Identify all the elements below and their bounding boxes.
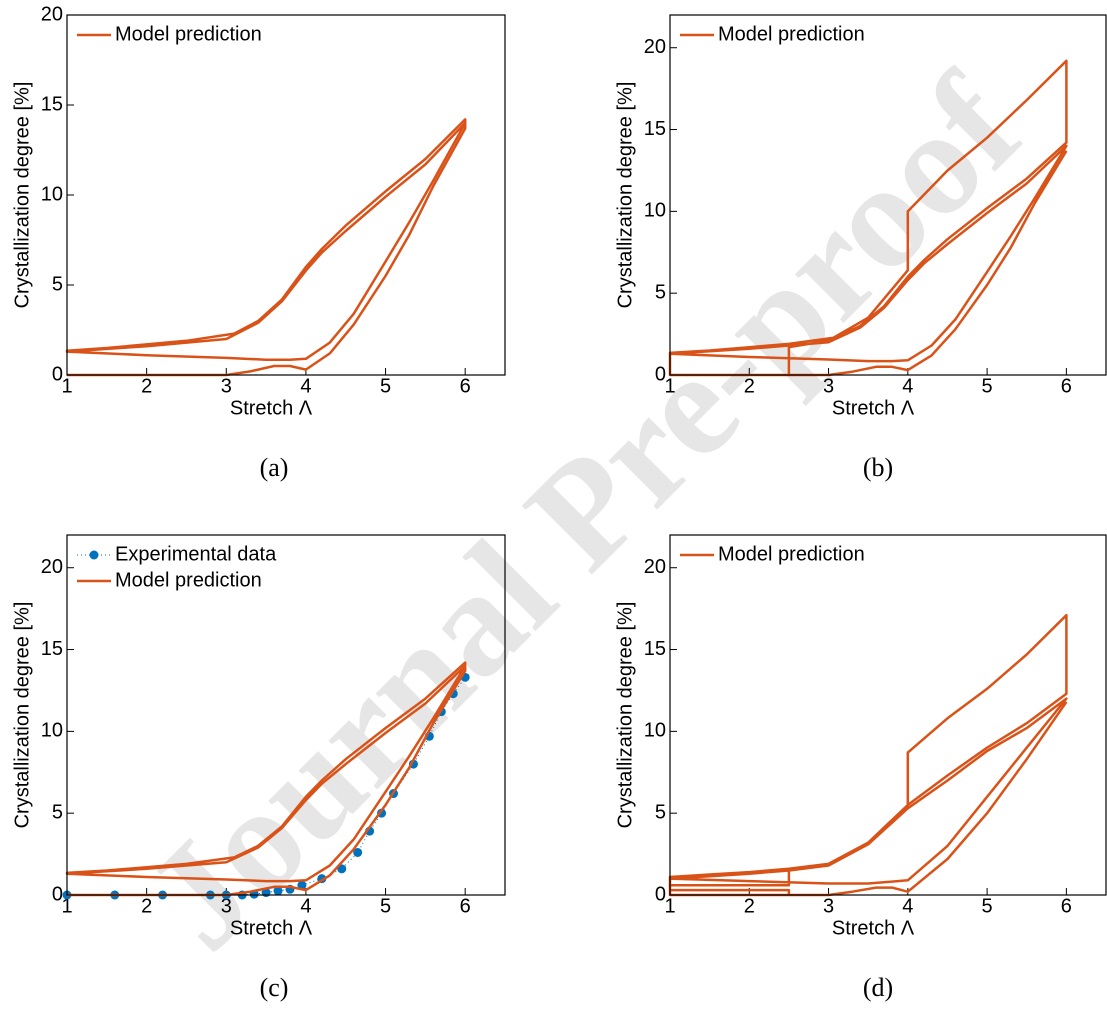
x-tick-label: 1	[664, 375, 675, 397]
y-tick-label: 20	[644, 556, 666, 578]
x-tick-label: 5	[982, 375, 993, 397]
x-tick-label: 3	[823, 375, 834, 397]
data-point	[297, 880, 307, 890]
y-tick-label: 5	[655, 801, 666, 823]
y-tick-label: 0	[52, 883, 63, 905]
x-tick-label: 2	[141, 895, 152, 917]
y-tick-label: 5	[52, 801, 63, 823]
legend-label: Model prediction	[718, 23, 865, 45]
y-tick-label: 10	[41, 720, 63, 742]
x-tick-label: 6	[1061, 375, 1072, 397]
y-tick-label: 5	[52, 273, 63, 295]
series-line	[65, 661, 467, 897]
x-axis-label: Stretch Λ	[230, 397, 313, 419]
y-axis-label: Crystallization degree [%]	[614, 82, 636, 309]
y-tick-label: 15	[41, 638, 63, 660]
caption: (c)	[260, 973, 289, 1002]
x-tick-label: 5	[380, 375, 391, 397]
y-tick-label: 10	[644, 720, 666, 742]
y-tick-label: 20	[41, 556, 63, 578]
y-tick-label: 10	[644, 200, 666, 222]
x-tick-label: 4	[300, 895, 311, 917]
y-tick-label: 10	[41, 183, 63, 205]
x-tick-label: 1	[61, 375, 72, 397]
axes-box	[66, 14, 506, 376]
x-axis-label: Stretch Λ	[832, 917, 915, 939]
x-tick-label: 6	[460, 375, 471, 397]
x-tick-label: 5	[982, 895, 993, 917]
series-line	[65, 118, 467, 377]
x-axis-label: Stretch Λ	[832, 397, 915, 419]
watermark: Journal Pre-proof	[115, 44, 1052, 981]
legend-label: Model prediction	[718, 543, 865, 565]
panel: 1 2 3 4 5 6 0 5 10 15 20 Model prediction Stretch Λ C…	[614, 14, 1107, 482]
caption: (b)	[863, 453, 893, 482]
y-tick-label: 0	[655, 883, 666, 905]
panel: 1 2 3 4 5 6 0 5 10 15 20 Model prediction Stretch Λ C…	[11, 3, 506, 482]
x-tick-label: 4	[902, 895, 913, 917]
x-tick-label: 5	[380, 895, 391, 917]
y-axis-label: Crystallization degree [%]	[11, 602, 33, 829]
y-tick-label: 5	[655, 281, 666, 303]
y-tick-label: 20	[41, 3, 63, 25]
x-axis-label: Stretch Λ	[230, 917, 313, 939]
legend-label: Model prediction	[115, 23, 262, 45]
x-tick-label: 1	[61, 895, 72, 917]
x-tick-label: 4	[902, 375, 913, 397]
x-tick-label: 3	[221, 375, 232, 397]
y-tick-label: 20	[644, 36, 666, 58]
legend-label: Experimental data	[115, 543, 277, 565]
data-point	[353, 847, 363, 857]
x-tick-label: 2	[744, 895, 755, 917]
y-tick-label: 15	[644, 638, 666, 660]
series-line	[668, 613, 1068, 897]
y-tick-label: 0	[52, 363, 63, 385]
y-tick-label: 0	[655, 363, 666, 385]
caption: (a)	[260, 453, 289, 482]
axes-box	[669, 14, 1107, 376]
panel: 1 2 3 4 5 6 0 5 10 15 20 Experimental data Model pre…	[11, 534, 506, 1002]
x-tick-label: 3	[221, 895, 232, 917]
legend-label: Model prediction	[115, 569, 262, 591]
caption: (d)	[863, 973, 893, 1002]
x-tick-label: 2	[141, 375, 152, 397]
x-tick-label: 1	[664, 895, 675, 917]
axes-box	[669, 534, 1107, 896]
y-axis-label: Crystallization degree [%]	[11, 82, 33, 309]
y-tick-label: 15	[41, 93, 63, 115]
x-tick-label: 4	[300, 375, 311, 397]
x-tick-label: 2	[744, 375, 755, 397]
panel: 1 2 3 4 5 6 0 5 10 15 20 Model prediction Stretch Λ C…	[614, 534, 1107, 1002]
data-point	[273, 886, 283, 896]
x-tick-label: 3	[823, 895, 834, 917]
axes-box	[66, 534, 506, 896]
x-tick-label: 6	[460, 895, 471, 917]
y-axis-label: Crystallization degree [%]	[614, 602, 636, 829]
y-tick-label: 15	[644, 118, 666, 140]
legend-marker	[89, 550, 99, 560]
x-tick-label: 6	[1061, 895, 1072, 917]
